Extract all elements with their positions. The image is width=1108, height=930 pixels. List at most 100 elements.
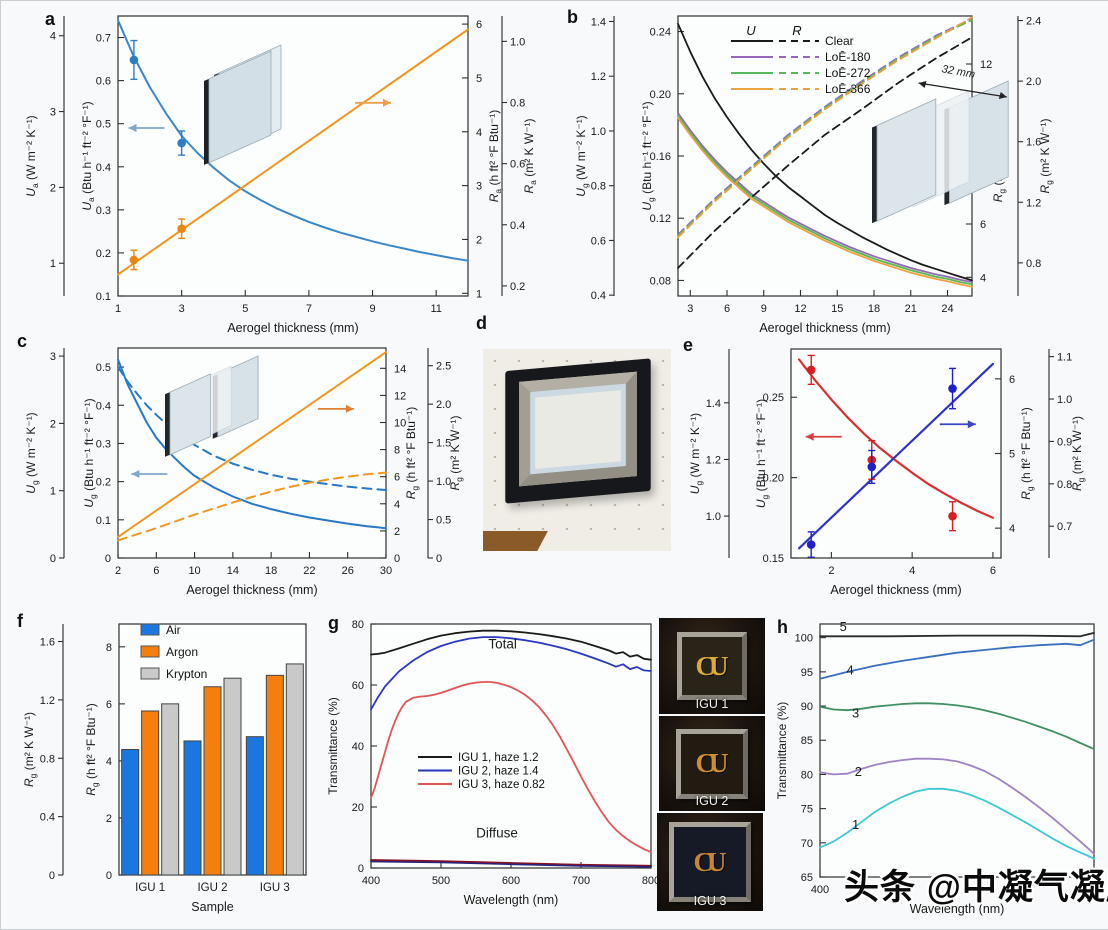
svg-text:0.4: 0.4 [96, 400, 111, 412]
svg-text:0.4: 0.4 [510, 220, 525, 232]
svg-text:65: 65 [801, 872, 813, 884]
axis-title: Ug (Btu h⁻¹ ft⁻² °F⁻¹) [640, 101, 656, 210]
svg-text:75: 75 [801, 804, 813, 816]
svg-text:4: 4 [394, 499, 400, 511]
series-u-center-of-glass [117, 358, 387, 530]
panel-e: e 2 4 6 Aerogel thickness (mm) 1.0 1.2 1.4 Ug (W… [661, 311, 1108, 601]
y-axis: 0.8 1.2 1.6 2.0 2.4 Rg (m² K W⁻¹) [1017, 16, 1054, 296]
x-axis-label: Wavelength (nm) [464, 893, 559, 907]
y-axis: 0.2 0.4 0.6 0.8 1.0 Ra (m² K W⁻¹) [501, 16, 538, 296]
svg-text:400: 400 [362, 875, 380, 887]
series-clear-r [677, 36, 973, 269]
svg-text:0: 0 [436, 553, 442, 565]
panel-f: f IGU 1 IGU 2 IGU 3 Sample 0 0.4 0.8 1.2 1.6 Rg (m… [1, 601, 321, 929]
igu-metal-frame [519, 371, 637, 487]
igu-photo-label: IGU 1 [695, 697, 729, 711]
legend: U R Clear LoĒ-180 LoĒ-272 LoĒ-366 [731, 23, 871, 96]
cu-logo: CU [693, 846, 726, 877]
panel-label-b: b [567, 7, 578, 27]
svg-text:0.12: 0.12 [650, 213, 671, 225]
svg-text:10: 10 [394, 418, 406, 430]
svg-text:8: 8 [394, 445, 400, 457]
svg-text:0.6: 0.6 [591, 235, 606, 247]
direction-arrow-icon [317, 404, 354, 413]
y-axis: 0 2 4 6 8 10 12 14 Rg (h ft² °F Btu⁻¹) [380, 363, 420, 565]
svg-text:0.3: 0.3 [96, 438, 111, 450]
y-axis: 0.1 0.2 0.3 0.4 0.5 0.6 0.7 Ua (Btu h⁻¹ ft⁻² °F… [80, 33, 124, 303]
svg-text:1.2: 1.2 [40, 695, 55, 707]
svg-text:1.5: 1.5 [436, 438, 451, 450]
watermark: 头条 @中凝气凝胶 [844, 868, 1108, 907]
svg-text:2: 2 [50, 418, 56, 430]
y-axis: 0.08 0.12 0.16 0.20 0.24 Ug (Btu h⁻¹ ft⁻² °F⁻… [640, 27, 684, 287]
svg-text:1.2: 1.2 [706, 454, 721, 466]
series-igu-1-total [370, 629, 652, 661]
svg-text:IGU 3, haze 0.82: IGU 3, haze 0.82 [458, 779, 545, 791]
x-axis: 400 500 600 700 800 Wavelength (nm) [362, 862, 660, 907]
svg-text:0: 0 [106, 870, 112, 882]
y-axis: 0 0.1 0.2 0.3 0.4 0.5 Ug (Btu h⁻¹ ft⁻² °F⁻¹) [82, 362, 124, 565]
plot-area [819, 623, 1095, 878]
y-axis: 0.4 0.6 0.8 1.0 1.2 1.4 Ug (W m⁻² K⁻¹) [574, 16, 615, 302]
svg-text:100: 100 [795, 633, 813, 645]
svg-text:21: 21 [905, 303, 917, 315]
svg-text:1.1: 1.1 [1057, 352, 1072, 364]
svg-text:2: 2 [50, 182, 56, 194]
igu-photo-label: IGU 2 [695, 794, 729, 808]
svg-text:95: 95 [801, 667, 813, 679]
series-igu-2-total [370, 636, 652, 711]
axis-title: Ra (m² K W⁻¹) [522, 118, 538, 193]
svg-text:1.0: 1.0 [591, 126, 606, 138]
panel-label-d: d [476, 313, 487, 333]
annotation: 2 [855, 764, 862, 779]
svg-text:2: 2 [106, 813, 112, 825]
svg-text:0.1: 0.1 [96, 291, 111, 303]
x-axis-label: Aerogel thickness (mm) [186, 583, 317, 597]
y-axis: 4 5 6 Rg (h ft² °F Btu⁻¹) [995, 374, 1035, 535]
svg-text:2.0: 2.0 [436, 399, 451, 411]
svg-text:0.9: 0.9 [1057, 436, 1072, 448]
annotation: 5 [840, 619, 847, 634]
svg-text:400: 400 [811, 884, 829, 896]
svg-text:4: 4 [909, 565, 915, 577]
glass-pane-inset [165, 355, 259, 457]
plot-area [370, 623, 652, 869]
series-4 [819, 638, 1095, 680]
x-axis-label: Aerogel thickness (mm) [830, 583, 961, 597]
svg-text:5: 5 [476, 73, 482, 85]
svg-text:Clear: Clear [825, 34, 854, 48]
svg-text:1: 1 [50, 486, 56, 498]
svg-text:10: 10 [188, 565, 200, 577]
series-clear-u [677, 22, 973, 282]
svg-text:600: 600 [502, 875, 520, 887]
plot-area [117, 15, 469, 297]
svg-text:IGU 1, haze 1.2: IGU 1, haze 1.2 [458, 752, 539, 764]
photo-background-detail [483, 531, 548, 551]
y-axis: 1 2 3 4 5 6 Ra (h ft² °F Btu⁻¹) [462, 19, 503, 300]
svg-text:20: 20 [352, 802, 364, 814]
series-1 [819, 787, 1095, 860]
series-u-igu [798, 358, 994, 519]
axis-title: Ra (h ft² °F Btu⁻¹) [487, 110, 503, 203]
svg-text:12: 12 [394, 390, 406, 402]
svg-text:2: 2 [394, 526, 400, 538]
igu-photo-frame: CU [669, 822, 751, 902]
axis-title: Rg (m² K W⁻¹) [1070, 416, 1086, 491]
axis-title: Ua (W m⁻² K⁻¹) [24, 115, 40, 196]
annotation: Total [488, 636, 517, 651]
svg-text:1.4: 1.4 [591, 16, 606, 28]
igu-photo-frame: CU [676, 728, 748, 799]
series-lo-180-u [677, 112, 973, 283]
axis-title: Rg (m² K W⁻¹) [22, 712, 38, 787]
svg-text:15: 15 [831, 303, 843, 315]
series-5 [819, 632, 1095, 638]
axis-title: Rg (m² K W⁻¹) [448, 415, 464, 490]
svg-text:0.20: 0.20 [763, 473, 784, 485]
series-lo-180-r [677, 17, 973, 236]
svg-text:Air: Air [166, 623, 181, 637]
y-axis: 65 70 75 80 85 90 95 100 Transmittance (%) [775, 633, 826, 884]
svg-text:0.20: 0.20 [650, 89, 671, 101]
panel-d: d [471, 311, 671, 601]
svg-text:IGU 2, haze 1.4: IGU 2, haze 1.4 [458, 766, 539, 778]
